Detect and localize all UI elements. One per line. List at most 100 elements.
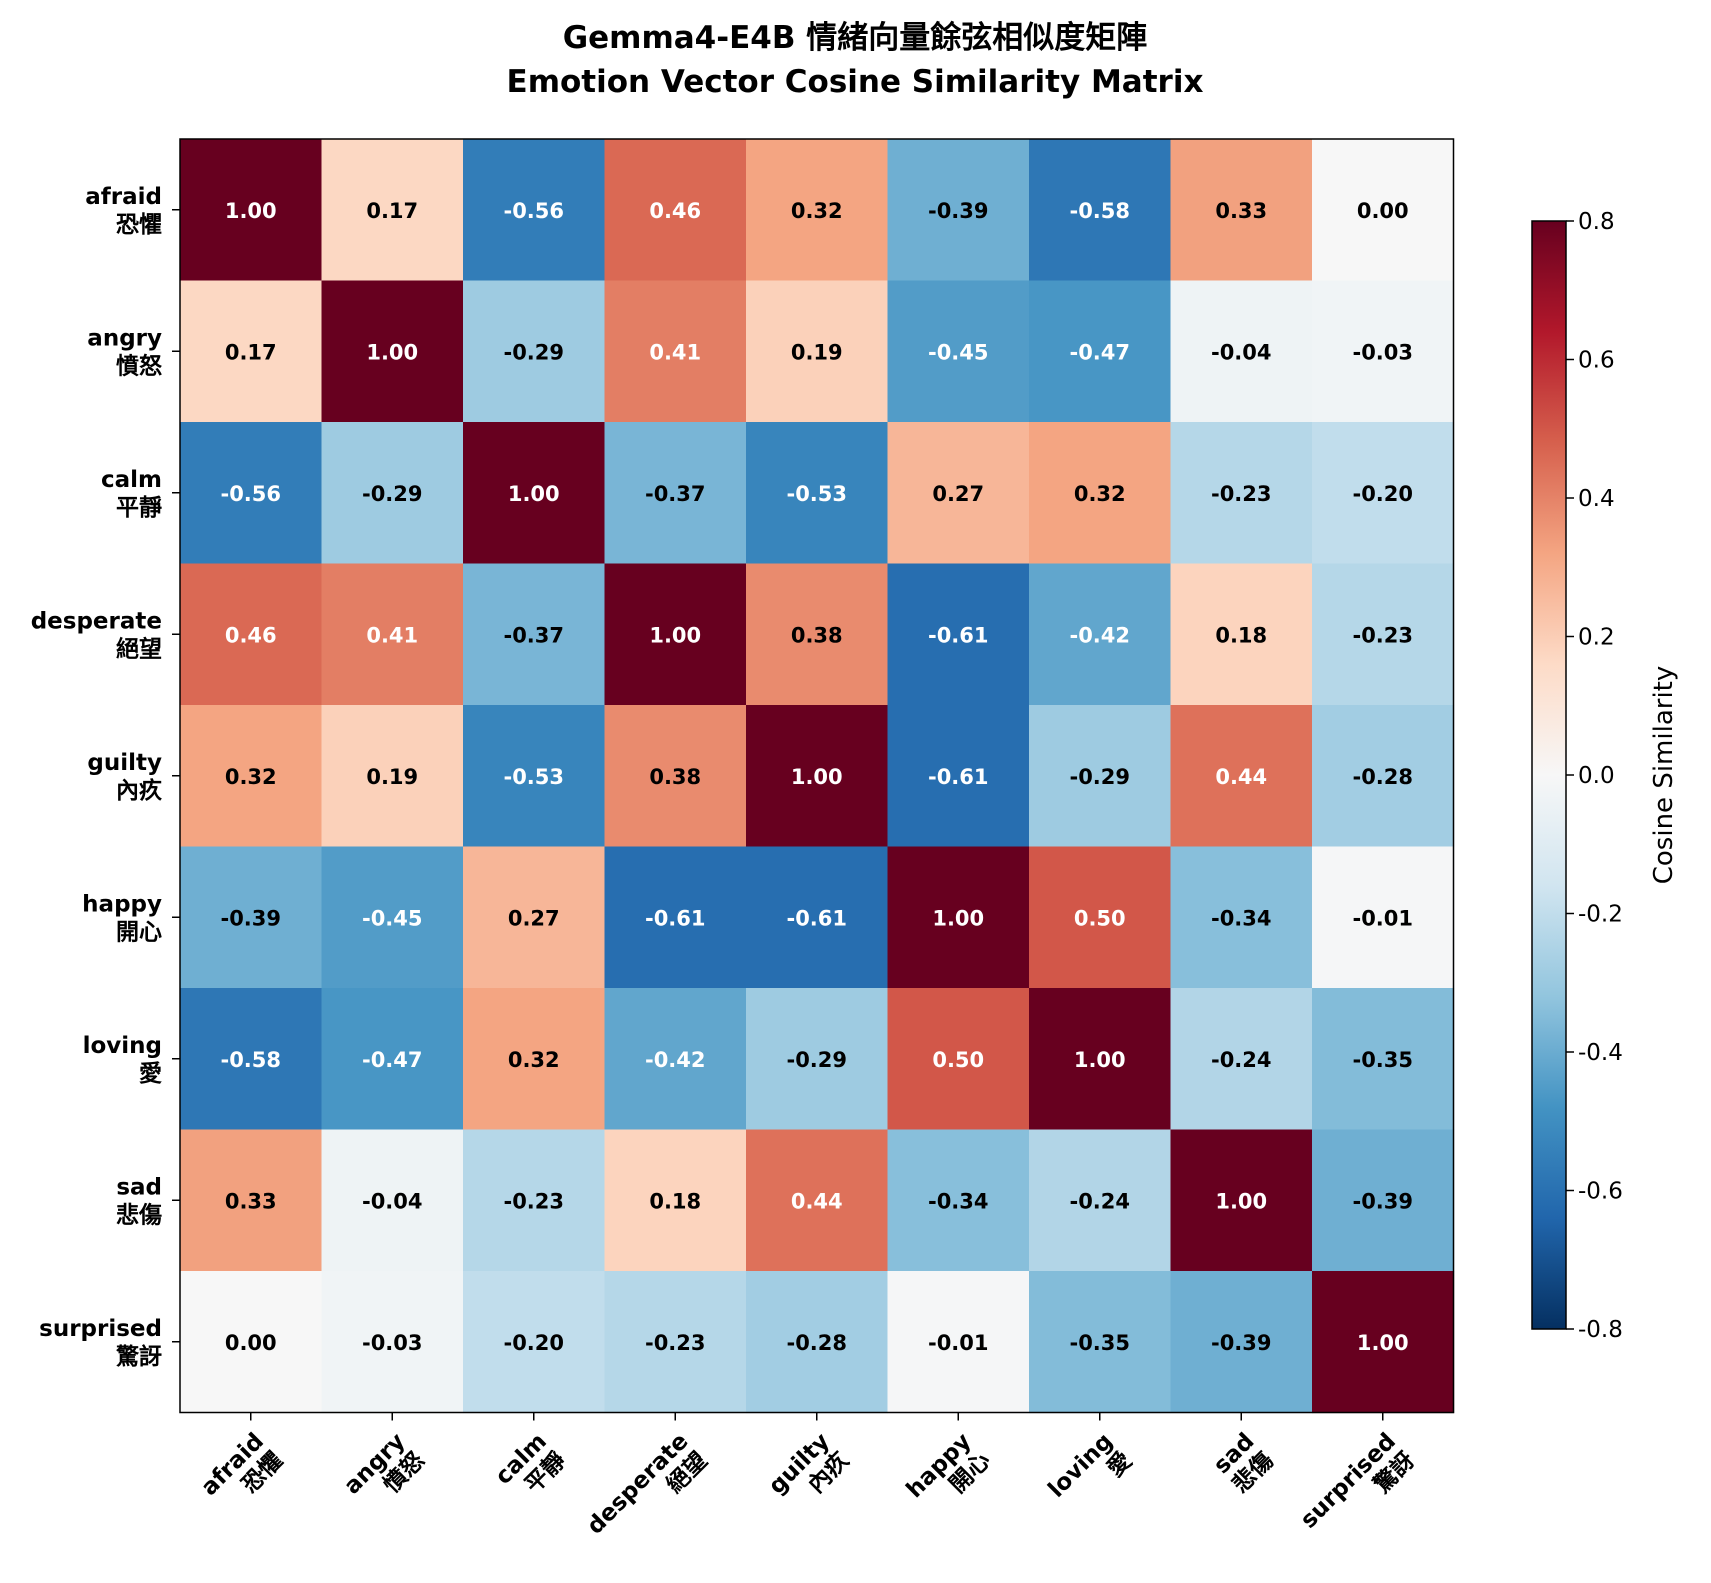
y-tick-label: surprised 驚訝	[39, 1316, 162, 1370]
cell-value-label: 0.50	[1074, 906, 1126, 930]
cell-value-label: 0.00	[1357, 199, 1409, 223]
colorbar-tick-label: -0.6	[1578, 1179, 1623, 1205]
cell-value-label: -0.61	[928, 765, 989, 789]
heatmap-cell	[604, 1271, 747, 1414]
cell-value-label: -0.03	[362, 1331, 423, 1355]
y-tick-label: afraid 恐懼	[85, 184, 162, 238]
cell-value-label: 1.00	[508, 482, 560, 506]
cell-value-label: 0.17	[225, 340, 277, 364]
heatmap-cell	[1312, 846, 1455, 989]
cell-value-label: -0.39	[1211, 1331, 1272, 1355]
colorbar-tick-label: 0.8	[1578, 209, 1615, 235]
x-tick-label: happy開心	[902, 1428, 996, 1522]
cell-value-label: 1.00	[366, 340, 418, 364]
cell-value-label: -0.39	[1352, 1189, 1413, 1213]
heatmap-cell	[1029, 1271, 1172, 1414]
cell-value-label: 0.41	[366, 623, 418, 647]
heatmap-cell	[463, 1129, 606, 1272]
heatmap-cell	[463, 1271, 606, 1414]
heatmap-cell	[887, 1271, 1030, 1414]
heatmap-cell	[1029, 422, 1172, 565]
cell-value-label: 0.27	[508, 906, 560, 930]
colorbar-tick-label: 0.2	[1578, 625, 1615, 651]
cell-value-label: -0.20	[1352, 482, 1413, 506]
cell-value-label: 0.19	[366, 765, 418, 789]
colorbar-label: Cosine Similarity	[1649, 666, 1679, 885]
cell-value-label: -0.37	[645, 482, 706, 506]
cell-value-label: 1.00	[791, 765, 843, 789]
heatmap-cell	[463, 988, 606, 1131]
cell-value-label: 0.00	[225, 1331, 277, 1355]
cell-value-label: -0.29	[786, 1048, 847, 1072]
cell-value-label: 1.00	[225, 199, 277, 223]
heatmap-cell	[1312, 1129, 1455, 1272]
x-tick-label: sad悲傷	[1209, 1428, 1279, 1498]
heatmap-cell	[887, 1129, 1030, 1272]
heatmap-cell	[321, 563, 464, 706]
heatmap-cell	[180, 1129, 323, 1272]
cell-value-label: 0.18	[649, 1189, 701, 1213]
heatmap-cell	[1170, 988, 1313, 1131]
cell-value-label: -0.58	[1069, 199, 1130, 223]
cell-value-label: 1.00	[1215, 1189, 1267, 1213]
y-tick-label: happy 開心	[82, 891, 162, 945]
heatmap-cell	[887, 988, 1030, 1131]
heatmap-cell	[604, 563, 747, 706]
heatmap-cell	[887, 422, 1030, 565]
y-tick-label: calm 平靜	[101, 467, 162, 521]
cell-value-label: -0.23	[1211, 482, 1272, 506]
cell-value-label: -0.35	[1352, 1048, 1413, 1072]
heatmap-cell	[1170, 139, 1313, 282]
colorbar-tick-label: -0.8	[1578, 1317, 1623, 1343]
cell-value-label: -0.61	[645, 906, 706, 930]
cell-value-label: -0.61	[928, 623, 989, 647]
cell-value-label: -0.56	[503, 199, 564, 223]
heatmap-cell	[1170, 1129, 1313, 1272]
x-axis: afraid恐懼 angry憤怒 calm平靜 desperate絕望 guilty內疚…	[196, 1412, 1420, 1540]
cell-value-label: 0.38	[649, 765, 701, 789]
heatmap-cell	[321, 1129, 464, 1272]
cell-value-label: -0.23	[1352, 623, 1413, 647]
colorbar-tick-label: -0.2	[1578, 902, 1623, 928]
heatmap-cell	[321, 705, 464, 848]
heatmap-cell	[321, 846, 464, 989]
cell-value-label: -0.29	[503, 340, 564, 364]
heatmap-cell	[1170, 1271, 1313, 1414]
heatmap-cell	[1312, 139, 1455, 282]
heatmap-cell	[1312, 280, 1455, 423]
heatmap-cell	[463, 280, 606, 423]
cell-value-label: -0.04	[362, 1189, 423, 1213]
cell-value-label: -0.01	[928, 1331, 989, 1355]
y-axis: afraid 恐懼 angry 憤怒 calm 平靜 desperate 絕望 guilty 內疚…	[31, 184, 180, 1370]
cell-value-label: -0.56	[220, 482, 281, 506]
heatmap-cell	[746, 563, 889, 706]
cell-value-label: 0.44	[791, 1189, 843, 1213]
heatmap-cell	[604, 988, 747, 1131]
cell-value-label: 0.32	[508, 1048, 560, 1072]
heatmap-cell	[746, 988, 889, 1131]
heatmap-cell	[887, 846, 1030, 989]
heatmap-cell	[604, 422, 747, 565]
y-tick-label: angry 憤怒	[87, 325, 162, 379]
cell-value-label: 0.32	[225, 765, 277, 789]
cell-value-label: -0.34	[928, 1189, 989, 1213]
heatmap-cell	[180, 280, 323, 423]
cell-value-label: 0.32	[1074, 482, 1126, 506]
x-tick-label: loving愛	[1043, 1428, 1137, 1522]
heatmap-cell	[180, 139, 323, 282]
heatmap-cell	[463, 846, 606, 989]
cell-value-label: -0.39	[928, 199, 989, 223]
heatmap-cells: 1.00 0.17 -0.56 0.46 0.32 -0.39 -0.58 0.33 0.00 0…	[180, 139, 1455, 1414]
heatmap-cell	[321, 139, 464, 282]
cell-value-label: -0.29	[362, 482, 423, 506]
chart-title: Gemma4-E4B 情緒向量餘弦相似度矩陣 Emotion Vector Cos…	[507, 20, 1204, 100]
heatmap-cell	[1312, 988, 1455, 1131]
heatmap-cell	[463, 563, 606, 706]
heatmap-cell	[604, 1129, 747, 1272]
heatmap-cell	[1170, 846, 1313, 989]
cell-value-label: -0.47	[1069, 340, 1130, 364]
cell-value-label: 0.41	[649, 340, 701, 364]
x-tick-label: angry憤怒	[339, 1428, 429, 1518]
cell-value-label: -0.03	[1352, 340, 1413, 364]
colorbar-tick-label: 0.4	[1578, 486, 1615, 512]
